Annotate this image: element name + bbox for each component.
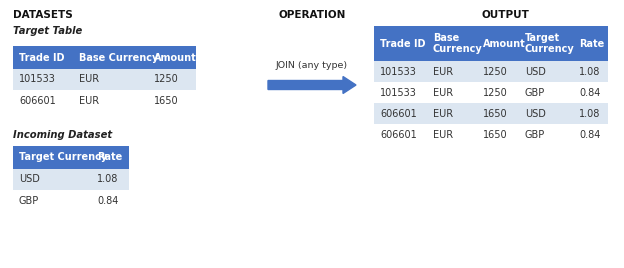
Bar <box>519 82 573 103</box>
Bar <box>374 26 427 61</box>
Text: USD: USD <box>19 174 40 184</box>
Text: 1650: 1650 <box>483 129 508 140</box>
Text: 1650: 1650 <box>483 109 508 118</box>
Bar <box>73 46 148 69</box>
Bar <box>477 82 519 103</box>
Text: USD: USD <box>525 66 546 76</box>
Text: Trade ID: Trade ID <box>19 53 64 62</box>
Text: 606601: 606601 <box>380 109 417 118</box>
Text: 1250: 1250 <box>483 66 508 76</box>
Text: 1.08: 1.08 <box>579 109 600 118</box>
Bar <box>91 169 129 190</box>
Bar <box>13 69 73 90</box>
Bar <box>148 90 196 111</box>
Bar <box>427 124 477 145</box>
Text: 101533: 101533 <box>19 75 56 84</box>
FancyArrow shape <box>268 76 356 94</box>
Bar <box>427 61 477 82</box>
Bar <box>519 103 573 124</box>
Bar <box>374 124 427 145</box>
Bar <box>13 146 91 169</box>
Text: 1.08: 1.08 <box>579 66 600 76</box>
Text: EUR: EUR <box>79 75 99 84</box>
Bar <box>73 69 148 90</box>
Text: Target
Currency: Target Currency <box>525 33 575 54</box>
Bar <box>374 82 427 103</box>
Text: 1.08: 1.08 <box>97 174 119 184</box>
Text: DATASETS: DATASETS <box>13 10 73 20</box>
Bar <box>148 46 196 69</box>
Text: Amount: Amount <box>154 53 197 62</box>
Text: OPERATION: OPERATION <box>278 10 346 20</box>
Bar <box>477 26 519 61</box>
Text: EUR: EUR <box>433 109 453 118</box>
Bar <box>374 103 427 124</box>
Bar <box>148 69 196 90</box>
Bar <box>427 26 477 61</box>
Bar <box>13 169 91 190</box>
Bar <box>519 61 573 82</box>
Text: GBP: GBP <box>19 195 39 206</box>
Text: Base Currency: Base Currency <box>79 53 158 62</box>
Bar <box>91 146 129 169</box>
Bar <box>73 90 148 111</box>
Text: JOIN (any type): JOIN (any type) <box>276 61 348 70</box>
Text: 0.84: 0.84 <box>579 87 600 98</box>
Bar <box>427 82 477 103</box>
Bar <box>573 26 608 61</box>
Text: Amount: Amount <box>483 39 526 49</box>
Bar <box>477 124 519 145</box>
Bar <box>573 61 608 82</box>
Bar <box>519 26 573 61</box>
Text: EUR: EUR <box>79 95 99 106</box>
Text: 1250: 1250 <box>483 87 508 98</box>
Bar <box>13 46 73 69</box>
Bar <box>519 124 573 145</box>
Text: EUR: EUR <box>433 66 453 76</box>
Text: EUR: EUR <box>433 87 453 98</box>
Bar <box>427 103 477 124</box>
Text: OUTPUT: OUTPUT <box>482 10 530 20</box>
Text: 1250: 1250 <box>154 75 178 84</box>
Text: 1650: 1650 <box>154 95 178 106</box>
Text: Rate: Rate <box>97 152 122 162</box>
Text: Trade ID: Trade ID <box>380 39 426 49</box>
Text: Target Currency: Target Currency <box>19 152 107 162</box>
Text: Target Table: Target Table <box>13 26 82 36</box>
Text: Rate: Rate <box>579 39 604 49</box>
Text: 606601: 606601 <box>380 129 417 140</box>
Bar <box>13 190 91 211</box>
Text: GBP: GBP <box>525 129 545 140</box>
Bar <box>573 103 608 124</box>
Text: 101533: 101533 <box>380 66 417 76</box>
Bar <box>374 61 427 82</box>
Text: Base
Currency: Base Currency <box>433 33 483 54</box>
Text: 0.84: 0.84 <box>579 129 600 140</box>
Bar <box>573 82 608 103</box>
Bar <box>573 124 608 145</box>
Bar <box>477 61 519 82</box>
Text: EUR: EUR <box>433 129 453 140</box>
Text: Incoming Dataset: Incoming Dataset <box>13 130 112 140</box>
Text: 0.84: 0.84 <box>97 195 119 206</box>
Text: GBP: GBP <box>525 87 545 98</box>
Text: 606601: 606601 <box>19 95 56 106</box>
Text: USD: USD <box>525 109 546 118</box>
Bar <box>91 190 129 211</box>
Bar <box>13 90 73 111</box>
Bar <box>477 103 519 124</box>
Text: 101533: 101533 <box>380 87 417 98</box>
